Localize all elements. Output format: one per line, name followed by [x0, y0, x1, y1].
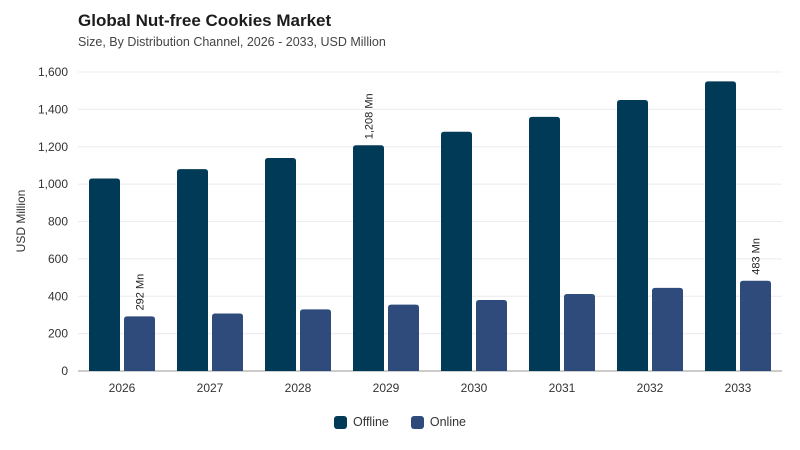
bar-offline-2032[interactable]	[617, 100, 648, 371]
x-tick-label: 2031	[549, 381, 576, 395]
y-axis-label: USD Million	[14, 190, 28, 253]
bar-online-2033[interactable]	[740, 280, 771, 371]
bar-online-2026[interactable]	[124, 316, 155, 371]
bar-online-2028[interactable]	[300, 309, 331, 371]
y-tick-label: 1,200	[38, 140, 68, 154]
bar-online-2027[interactable]	[212, 313, 243, 371]
x-tick-label: 2029	[373, 381, 400, 395]
y-tick-label: 0	[61, 364, 68, 378]
y-tick-label: 200	[48, 327, 68, 341]
legend: Offline Online	[0, 415, 800, 429]
bar-offline-2026[interactable]	[89, 178, 120, 371]
y-tick-label: 1,000	[38, 177, 68, 191]
legend-item-offline[interactable]: Offline	[333, 415, 389, 429]
x-axis-ticks: 2026 2027 2028 2029 2030 2031 2032 2033	[109, 381, 752, 395]
y-tick-label: 800	[48, 215, 68, 229]
x-tick-label: 2026	[109, 381, 136, 395]
bar-online-2031[interactable]	[564, 294, 595, 371]
y-tick-label: 600	[48, 252, 68, 266]
data-label: 483 Mn	[751, 238, 763, 275]
bar-offline-2031[interactable]	[529, 116, 560, 371]
legend-label-online: Online	[429, 415, 467, 429]
y-tick-label: 1,400	[38, 102, 68, 116]
bar-offline-2033[interactable]	[705, 81, 736, 371]
data-labels: 292 Mn 1,208 Mn 483 Mn	[135, 93, 763, 310]
bar-online-2032[interactable]	[652, 287, 683, 371]
x-tick-label: 2032	[637, 381, 664, 395]
legend-swatch-offline	[333, 415, 347, 429]
data-label: 292 Mn	[135, 274, 147, 311]
y-tick-label: 1,600	[38, 65, 68, 79]
x-tick-label: 2033	[725, 381, 752, 395]
bar-offline-2030[interactable]	[441, 131, 472, 371]
legend-swatch-online	[410, 415, 424, 429]
x-tick-label: 2030	[461, 381, 488, 395]
chart-title: Global Nut-free Cookies Market	[78, 11, 332, 30]
bar-offline-2027[interactable]	[177, 169, 208, 371]
y-axis-ticks: 0 200 400 600 800 1,000 1,200 1,400 1,600	[38, 65, 68, 378]
y-tick-label: 400	[48, 289, 68, 303]
bar-online-2029[interactable]	[388, 304, 419, 371]
legend-item-online[interactable]: Online	[410, 415, 467, 429]
bar-offline-2028[interactable]	[265, 157, 296, 371]
chart-subtitle: Size, By Distribution Channel, 2026 - 20…	[78, 35, 386, 49]
bar-offline-2029[interactable]	[353, 145, 384, 371]
bar-online-2030[interactable]	[476, 299, 507, 371]
x-tick-label: 2027	[197, 381, 224, 395]
x-tick-label: 2028	[285, 381, 312, 395]
data-label: 1,208 Mn	[364, 93, 376, 139]
legend-label-offline: Offline	[352, 415, 389, 429]
bars	[89, 81, 771, 371]
